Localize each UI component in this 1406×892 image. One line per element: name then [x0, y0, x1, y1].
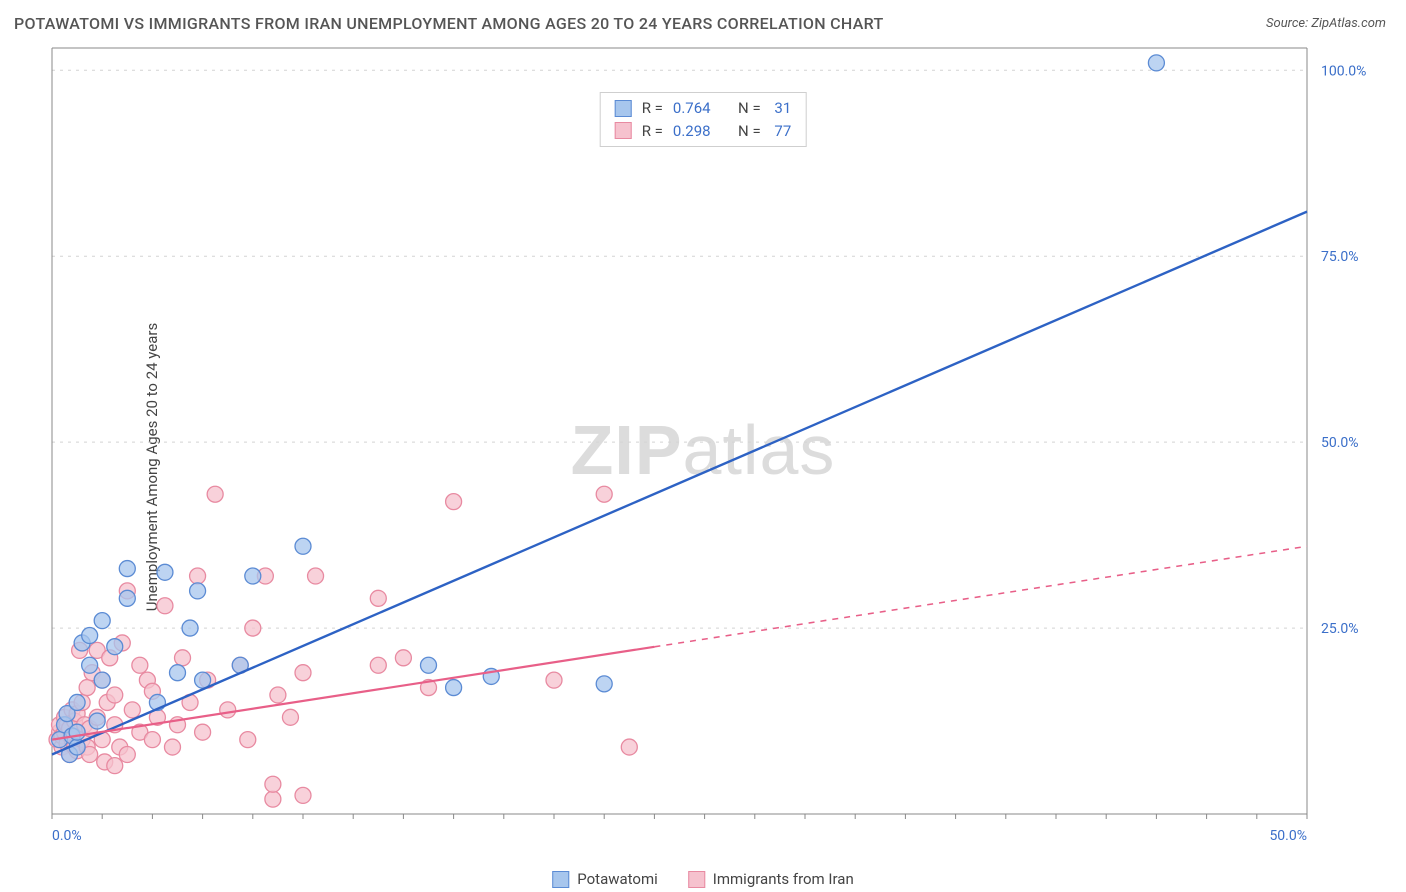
- svg-text:0.0%: 0.0%: [52, 828, 82, 844]
- data-point: [308, 568, 324, 584]
- data-point: [1148, 55, 1164, 71]
- n-value: 31: [771, 97, 792, 120]
- data-point: [370, 590, 386, 606]
- data-point: [182, 620, 198, 636]
- data-point: [164, 739, 180, 755]
- data-point: [82, 628, 98, 644]
- data-point: [220, 702, 236, 718]
- data-point: [270, 687, 286, 703]
- legend-swatch: [615, 122, 632, 139]
- data-point: [79, 680, 95, 696]
- chart-area: Unemployment Among Ages 20 to 24 years Z…: [0, 42, 1406, 892]
- data-point: [132, 657, 148, 673]
- data-point: [107, 639, 123, 655]
- data-point: [175, 650, 191, 666]
- stat-row: R = 0.298 N = 77: [615, 120, 792, 143]
- data-point: [295, 665, 311, 681]
- scatter-plot: 25.0% 50.0% 75.0% 100.0% 0.0% 50.0%: [42, 42, 1392, 854]
- svg-text:50.0%: 50.0%: [1269, 828, 1307, 844]
- data-point: [207, 486, 223, 502]
- trend-line-dashed: [654, 546, 1307, 647]
- data-point: [124, 702, 140, 718]
- data-point: [446, 494, 462, 510]
- data-point: [107, 758, 123, 774]
- legend-label: Immigrants from Iran: [713, 870, 854, 888]
- data-point: [395, 650, 411, 666]
- data-point: [621, 739, 637, 755]
- n-label: N =: [738, 120, 761, 143]
- legend-swatch: [552, 871, 569, 888]
- data-point: [170, 665, 186, 681]
- header: POTAWATOMI VS IMMIGRANTS FROM IRAN UNEMP…: [0, 0, 1406, 37]
- data-point: [546, 672, 562, 688]
- data-point: [282, 709, 298, 725]
- legend-swatch: [688, 871, 705, 888]
- svg-text:50.0%: 50.0%: [1321, 435, 1359, 451]
- data-point: [119, 747, 135, 763]
- stat-row: R = 0.764 N = 31: [615, 97, 792, 120]
- n-value: 77: [771, 120, 792, 143]
- data-point: [190, 568, 206, 584]
- chart-title: POTAWATOMI VS IMMIGRANTS FROM IRAN UNEMP…: [14, 14, 884, 33]
- data-point: [119, 561, 135, 577]
- data-point: [596, 676, 612, 692]
- data-point: [107, 687, 123, 703]
- data-point: [157, 598, 173, 614]
- data-point: [195, 724, 211, 740]
- legend-item: Potawatomi: [552, 870, 658, 888]
- data-point: [94, 613, 110, 629]
- data-point: [119, 590, 135, 606]
- legend-label: Potawatomi: [577, 870, 658, 888]
- data-point: [94, 672, 110, 688]
- correlation-legend: R = 0.764 N = 31 R = 0.298 N = 77: [600, 92, 807, 147]
- svg-text:100.0%: 100.0%: [1321, 63, 1366, 79]
- data-point: [245, 568, 261, 584]
- data-point: [245, 620, 261, 636]
- data-point: [69, 724, 85, 740]
- n-label: N =: [738, 97, 761, 120]
- r-label: R =: [642, 97, 663, 120]
- svg-text:75.0%: 75.0%: [1321, 249, 1359, 265]
- trend-line: [52, 212, 1307, 755]
- data-point: [370, 657, 386, 673]
- legend-swatch: [615, 100, 632, 117]
- data-point: [421, 657, 437, 673]
- data-point: [190, 583, 206, 599]
- svg-text:25.0%: 25.0%: [1321, 621, 1359, 637]
- data-point: [157, 564, 173, 580]
- data-point: [82, 657, 98, 673]
- legend-item: Immigrants from Iran: [688, 870, 854, 888]
- series-legend: Potawatomi Immigrants from Iran: [552, 870, 854, 888]
- data-point: [144, 732, 160, 748]
- r-value: 0.298: [673, 120, 711, 143]
- data-point: [89, 713, 105, 729]
- data-point: [69, 694, 85, 710]
- r-label: R =: [642, 120, 663, 143]
- data-point: [265, 776, 281, 792]
- data-point: [446, 680, 462, 696]
- data-point: [240, 732, 256, 748]
- data-point: [295, 787, 311, 803]
- data-point: [295, 538, 311, 554]
- r-value: 0.764: [673, 97, 711, 120]
- data-point: [265, 791, 281, 807]
- source-label: Source: ZipAtlas.com: [1266, 16, 1386, 31]
- data-point: [596, 486, 612, 502]
